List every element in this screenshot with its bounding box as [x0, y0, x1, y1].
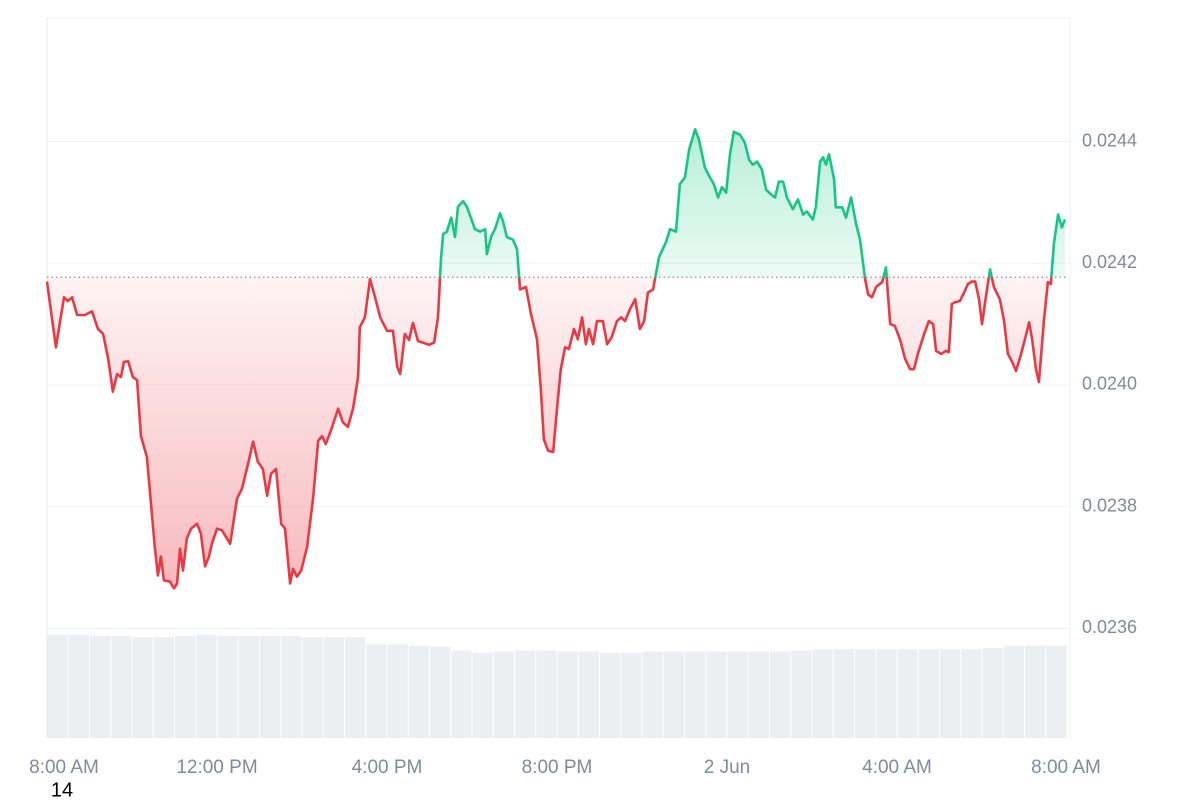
- volume-bar: [791, 650, 812, 738]
- volume-bar: [663, 651, 684, 738]
- y-tick-label: 0.0236: [1082, 617, 1137, 637]
- volume-bar: [940, 649, 961, 738]
- volume-bar: [90, 636, 111, 738]
- y-tick-label: 0.0238: [1082, 495, 1137, 515]
- volume-bar: [472, 652, 493, 738]
- x-tick-label: 4:00 PM: [352, 757, 423, 778]
- volume-bar: [366, 644, 387, 738]
- volume-bar: [621, 652, 642, 738]
- y-tick-label: 0.0242: [1082, 252, 1137, 272]
- volume-bar: [238, 636, 259, 738]
- volume-bar: [961, 649, 982, 738]
- x-tick-label: 8:00 PM: [522, 757, 593, 778]
- volume-bar: [578, 651, 599, 738]
- x-tick-label: 2 Jun: [704, 757, 750, 778]
- volume-bar: [451, 650, 472, 738]
- volume-bar: [706, 651, 727, 738]
- volume-bar: [153, 637, 174, 738]
- volume-bar: [876, 649, 897, 738]
- volume-bar: [727, 651, 748, 738]
- volume-bar: [685, 651, 706, 738]
- volume-bar: [68, 634, 89, 738]
- price-area: [47, 129, 1065, 589]
- volume-bar: [387, 644, 408, 738]
- volume-bar: [600, 652, 621, 738]
- y-tick-label: 0.0244: [1082, 130, 1137, 150]
- volume-bar: [217, 636, 238, 738]
- x-tick-label: 12:00 PM: [176, 757, 257, 778]
- volume-bar: [175, 636, 196, 738]
- volume-bar: [1025, 645, 1046, 738]
- volume-bar: [281, 636, 302, 738]
- x-tick-label: 8:00 AM: [1031, 757, 1101, 778]
- volume-bar: [897, 649, 918, 738]
- price-line: [45, 128, 1067, 590]
- volume-bar: [196, 634, 217, 738]
- x-tick-label: 8:00 AM: [29, 757, 99, 778]
- volume-bar: [982, 648, 1003, 738]
- volume-bar: [536, 650, 557, 738]
- volume-bar: [855, 649, 876, 738]
- volume-bar: [111, 636, 132, 738]
- volume-bar: [1003, 645, 1024, 738]
- volume-bar: [557, 651, 578, 738]
- volume-bar: [345, 637, 366, 738]
- volume-bar: [748, 651, 769, 738]
- x-date-label: 14: [51, 779, 73, 800]
- volume-bar: [302, 637, 323, 738]
- volume-bar: [833, 649, 854, 738]
- volume-bar: [47, 634, 68, 738]
- volume-bar: [918, 649, 939, 738]
- volume-bar: [515, 650, 536, 738]
- volume-bar: [132, 637, 153, 738]
- volume-bar: [260, 636, 281, 738]
- volume-bar: [323, 637, 344, 738]
- volume-bar: [642, 651, 663, 738]
- volume-bar: [1046, 645, 1067, 738]
- volume-bar: [408, 645, 429, 738]
- volume-bar: [493, 651, 514, 738]
- x-tick-label: 4:00 AM: [862, 757, 932, 778]
- volume-bar: [770, 651, 791, 738]
- volume-bar: [430, 646, 451, 738]
- volume-bar: [812, 649, 833, 738]
- y-tick-label: 0.0240: [1082, 374, 1137, 394]
